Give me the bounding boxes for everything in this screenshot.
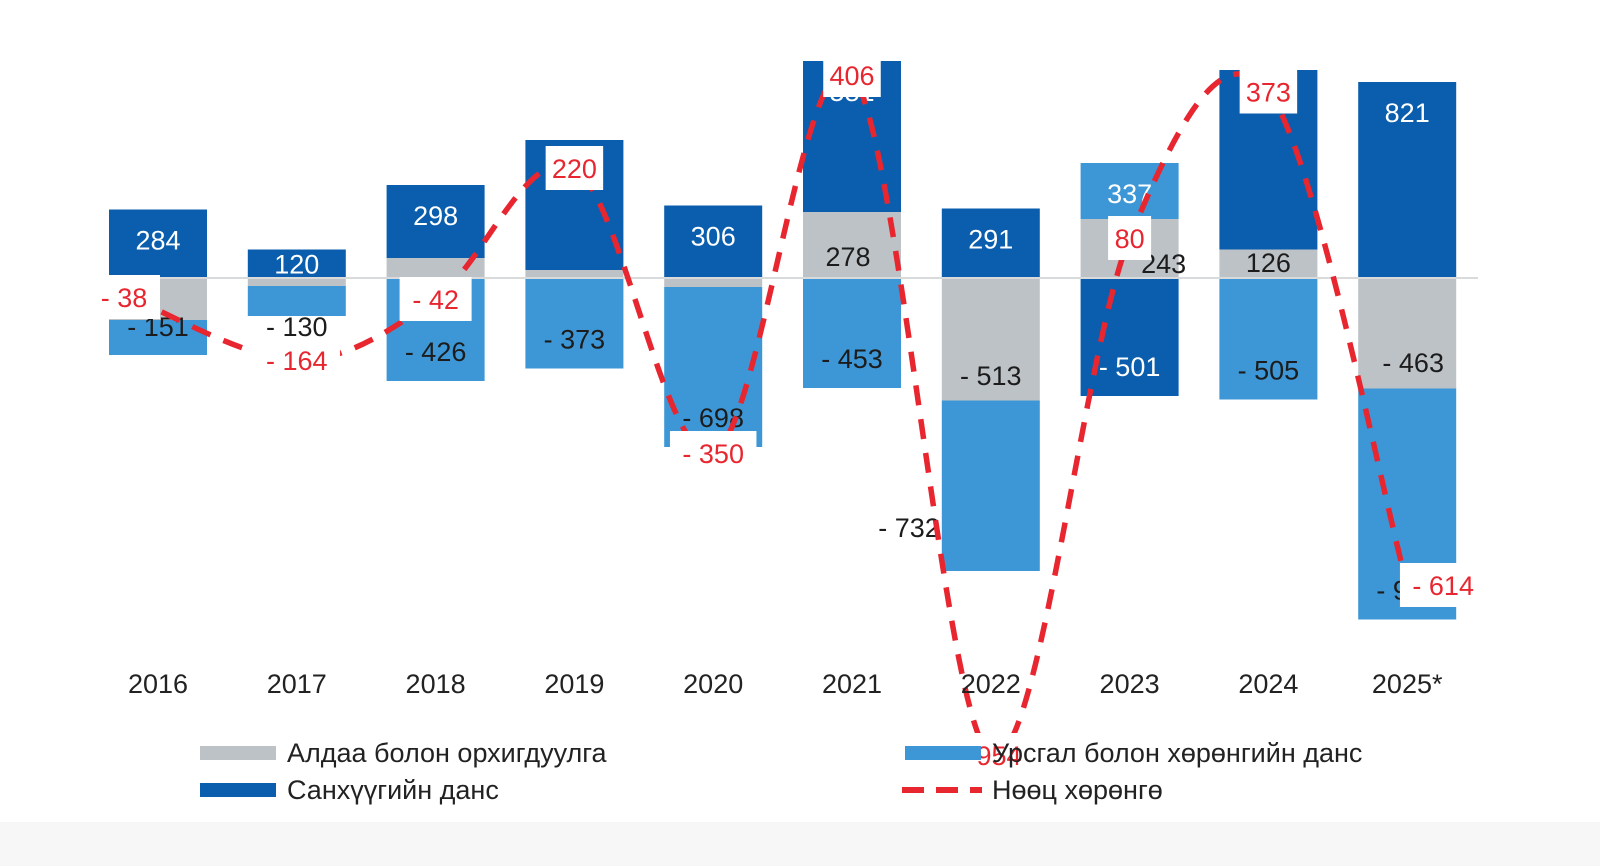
bar-errors-2021 <box>803 212 901 278</box>
label-negative-2017: - 130 <box>266 312 328 342</box>
reserve-label-box-2021 <box>823 53 881 97</box>
bar-current-2024 <box>1219 278 1318 400</box>
reserve-label-2018: - 42 <box>412 285 459 315</box>
legend: Алдаа болон орхигдуулга Санхүүгийн данс … <box>200 738 1362 805</box>
reserve-label-2021: 406 <box>829 61 874 91</box>
bar-errors-2020 <box>664 278 763 287</box>
bar-financial-2025* <box>1358 82 1457 278</box>
footer-band <box>0 822 1600 866</box>
label-gray-2021: 278 <box>825 242 870 272</box>
bar-financial-2018 <box>386 185 485 258</box>
reserve-label-box-2025* <box>1399 563 1487 607</box>
bar-financial-2022 <box>941 208 1040 278</box>
x-axis-ticks: 2016 2017 2018 2019 2020 2021 2022 2023 2024 2025… <box>128 669 1443 699</box>
legend-label-current: Урсгал болон хөрөнгийн данс <box>992 738 1362 768</box>
reserve-label-box-2017 <box>253 338 341 382</box>
x-tick-2022: 2022 <box>961 669 1021 699</box>
reserve-label-2025*: - 614 <box>1412 571 1474 601</box>
reserve-label-box-2023 <box>1108 216 1152 260</box>
label-positive-2025*: 821 <box>1385 98 1430 128</box>
reserve-label-2020: - 350 <box>682 439 744 469</box>
legend-label-errors: Алдаа болон орхигдуулга <box>287 738 608 768</box>
label-gray-2025*: - 463 <box>1382 348 1444 378</box>
bar-errors-2019 <box>525 270 624 278</box>
x-tick-2020: 2020 <box>683 669 743 699</box>
label-negative-2018: - 426 <box>405 337 467 367</box>
bar-errors-2022 <box>941 278 1040 401</box>
reserve-label-2017: - 164 <box>266 346 328 376</box>
legend-swatch-errors <box>200 746 276 760</box>
bars-layer <box>109 61 1457 620</box>
reserve-label-box-2020 <box>669 431 757 475</box>
bar-errors-2017 <box>247 278 346 286</box>
x-tick-2021: 2021 <box>822 669 882 699</box>
reserve-label-2023: 80 <box>1115 224 1145 254</box>
label-positive-2020: 306 <box>691 222 736 252</box>
reserve-label-box-2018 <box>399 277 472 321</box>
label-negative-2019: - 373 <box>544 325 606 355</box>
label-negative-2023: - 501 <box>1099 352 1161 382</box>
x-tick-2025*: 2025* <box>1372 669 1443 699</box>
reserve-label-box-2019 <box>545 146 604 190</box>
x-tick-2024: 2024 <box>1238 669 1298 699</box>
bar-current-2021 <box>803 278 901 388</box>
bar-current-2020 <box>664 287 763 447</box>
legend-label-financial: Санхүүгийн данс <box>287 775 499 805</box>
x-tick-2019: 2019 <box>544 669 604 699</box>
legend-swatch-financial <box>200 783 276 797</box>
x-tick-2017: 2017 <box>267 669 327 699</box>
legend-label-reserves: Нөөц хөрөнгө <box>992 775 1163 805</box>
bar-financial-2017 <box>247 249 346 278</box>
reserve-label-box-2024 <box>1239 69 1298 114</box>
reserve-label-box-2016 <box>88 275 160 319</box>
bar-current-2017 <box>247 286 346 316</box>
x-tick-2023: 2023 <box>1100 669 1160 699</box>
bar-errors-2024 <box>1219 249 1318 278</box>
bar-current-2019 <box>525 278 624 369</box>
label-positive-2017: 120 <box>274 250 319 280</box>
label-positive-2022: 291 <box>968 225 1013 255</box>
bar-errors-2025* <box>1358 278 1457 389</box>
bar-financial-2020 <box>664 205 763 278</box>
label-positive-2016: 284 <box>135 226 180 256</box>
reserve-label-2019: 220 <box>552 154 597 184</box>
label-negative-2021: - 453 <box>821 344 883 374</box>
bar-current-2022 <box>941 400 1040 571</box>
label-negative-2024: - 505 <box>1238 356 1300 386</box>
label-gray-2022: - 513 <box>960 361 1022 391</box>
x-tick-2018: 2018 <box>406 669 466 699</box>
bar-errors-2018 <box>386 258 485 278</box>
label-negative-2022: - 732 <box>878 513 940 543</box>
label-gray-2024: 126 <box>1246 248 1291 278</box>
bar-financial-2016 <box>109 209 207 278</box>
reserve-label-2024: 373 <box>1246 78 1291 108</box>
label-positive-2018: 298 <box>413 201 458 231</box>
bar-financial-2023 <box>1080 278 1179 396</box>
x-tick-2016: 2016 <box>128 669 188 699</box>
bar-current-2016 <box>109 320 207 355</box>
legend-swatch-current <box>905 746 981 760</box>
reserve-label-2016: - 38 <box>101 283 148 313</box>
bar-current-2023 <box>1080 163 1179 219</box>
